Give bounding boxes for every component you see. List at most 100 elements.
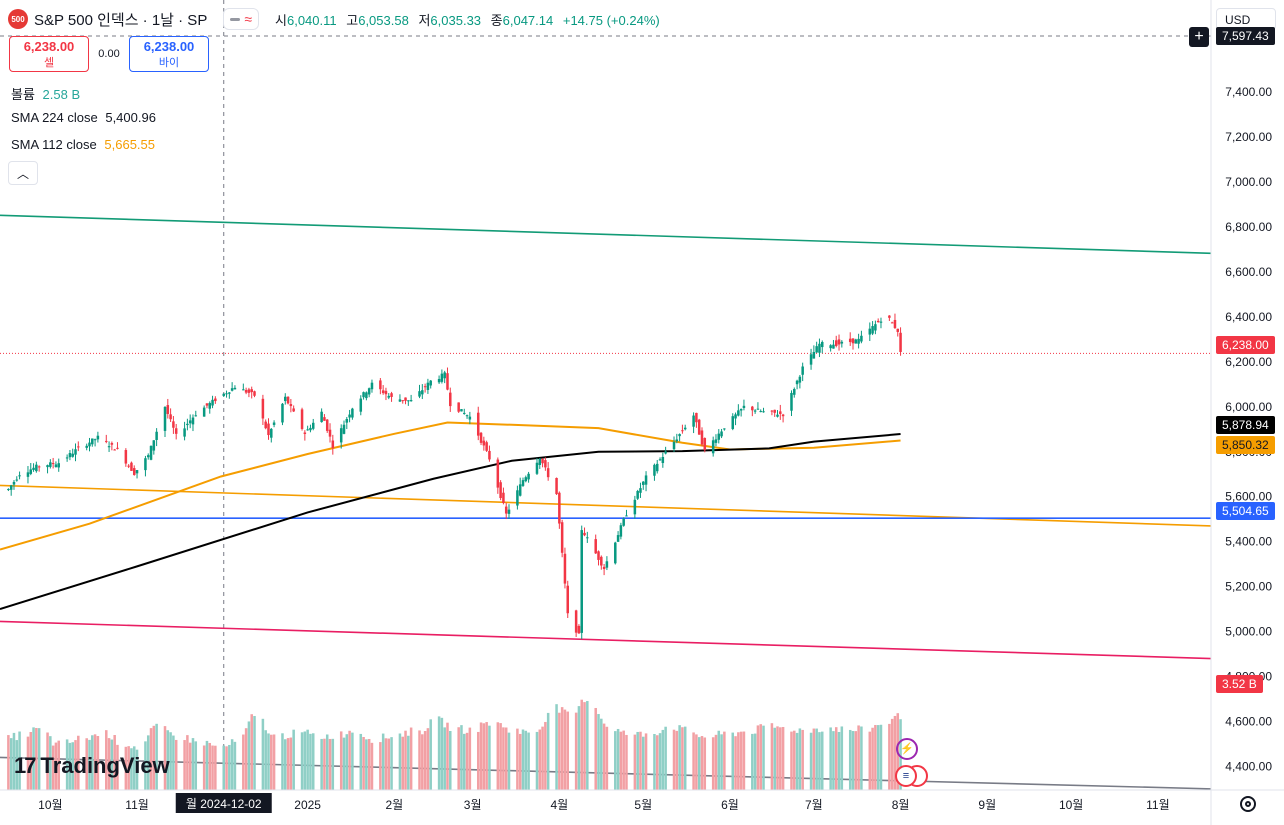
tv-logo-icon: 17 [14, 753, 37, 778]
volume-bar [250, 714, 253, 790]
volume-bars [7, 699, 902, 790]
volume-bar [449, 730, 452, 790]
last-price-label: 6,238.00 [1216, 336, 1275, 354]
collapse-legend-button[interactable]: ︿ [8, 161, 38, 185]
volume-bar [479, 722, 483, 790]
candle-body [421, 390, 424, 395]
symbol-title[interactable]: S&P 500 인덱스 · 1날 · SP [34, 11, 208, 29]
volume-bar [144, 741, 147, 790]
candle-body [113, 449, 116, 451]
candle-body [857, 338, 860, 344]
candle-body [868, 328, 872, 335]
candle-body [230, 388, 234, 391]
indicator-volume[interactable]: 볼륨 2.58 B [11, 87, 81, 102]
compare-symbols-button[interactable]: ≈ [223, 8, 260, 30]
volume-bar [518, 733, 522, 790]
volume-bar [801, 729, 804, 790]
indicator-sma112[interactable]: SMA 112 close 5,665.55 [11, 137, 155, 152]
volume-bar [697, 737, 701, 790]
candle-body [77, 446, 80, 448]
candle-body [342, 424, 346, 434]
volume-bar [664, 726, 667, 790]
top-price-label: 7,597.43 [1216, 27, 1275, 45]
volume-bar [840, 726, 844, 790]
volume-bar [703, 737, 707, 790]
volume-bar [871, 727, 874, 790]
volume-bar [779, 727, 782, 790]
volume-bar [868, 731, 872, 790]
volume-bar [12, 732, 16, 790]
settings-gear-icon[interactable] [1240, 796, 1256, 812]
y-tick-label: 4,400.00 [1225, 759, 1272, 773]
volume-bar [527, 732, 530, 790]
volume-bar [351, 732, 354, 790]
volume-bar [418, 730, 421, 790]
y-tick-label: 7,400.00 [1225, 85, 1272, 99]
volume-bar [225, 746, 228, 790]
volume-bar [289, 737, 293, 790]
buy-button[interactable]: 6,238.00 바이 [129, 36, 209, 72]
candle-body [790, 392, 793, 411]
candle-body [300, 409, 304, 429]
candle-body [370, 382, 374, 390]
volume-bar [116, 744, 119, 790]
volume-bar [270, 734, 273, 790]
volume-bar [692, 732, 695, 790]
x-tick-label: 5월 [634, 798, 652, 812]
volume-bar [85, 738, 88, 790]
tradingview-logo[interactable]: 17 TradingView [14, 753, 170, 778]
volume-bar [166, 730, 170, 790]
x-tick-label: 11월 [125, 798, 149, 812]
volume-bar [35, 727, 38, 790]
lightning-event-icon[interactable]: ⚡ [896, 738, 918, 760]
ohlc-values: 시6,040.11 고6,053.58 저6,035.33 종6,047.14 … [275, 12, 660, 28]
candle-body [818, 343, 821, 353]
candle-body [214, 398, 217, 402]
volume-bar [247, 721, 251, 790]
y-tick-label: 6,600.00 [1225, 265, 1272, 279]
volume-bar [401, 736, 404, 790]
volume-bar [739, 731, 743, 790]
symbol-logo[interactable]: 500 [8, 9, 28, 29]
candle-body [717, 433, 721, 440]
y-tick-label: 5,200.00 [1225, 580, 1272, 594]
volume-bar [202, 745, 206, 790]
volume-bar [152, 725, 156, 790]
add-plus-icon[interactable]: + [1189, 27, 1209, 47]
volume-bar [655, 735, 659, 790]
candle-body [834, 340, 838, 346]
candle-body [362, 392, 365, 398]
candle-body [577, 625, 581, 634]
moving-averages [0, 421, 901, 611]
volume-bar [560, 707, 564, 790]
candle-body [563, 553, 567, 584]
indicator-sma224[interactable]: SMA 224 close 5,400.96 [11, 110, 156, 125]
volume-bar [776, 726, 779, 790]
candle-body [888, 315, 891, 318]
candle-body [703, 438, 707, 451]
volume-bar [653, 733, 656, 790]
candle-body [594, 539, 597, 554]
volume-bar [681, 727, 684, 790]
candle-body [812, 352, 816, 359]
candle-body [675, 439, 679, 442]
sell-button[interactable]: 6,238.00 셀 [9, 36, 89, 72]
volume-bar [155, 723, 158, 790]
candle-body [521, 480, 525, 486]
currency-selector[interactable]: USD [1216, 8, 1276, 30]
candle-body [71, 453, 74, 457]
us-flag-icon[interactable]: ≡ [895, 765, 917, 787]
candle-body [407, 400, 410, 402]
candle-body [127, 465, 130, 467]
volume-bar [854, 731, 858, 790]
volume-bar [723, 731, 726, 790]
candle-body [174, 428, 178, 434]
volume-bar [795, 732, 799, 790]
volume-bar [639, 731, 642, 790]
candle-body [54, 464, 58, 468]
volume-bar [619, 731, 623, 790]
candle-body [683, 427, 687, 430]
volume-bar [717, 730, 721, 790]
candle-body [837, 339, 841, 345]
